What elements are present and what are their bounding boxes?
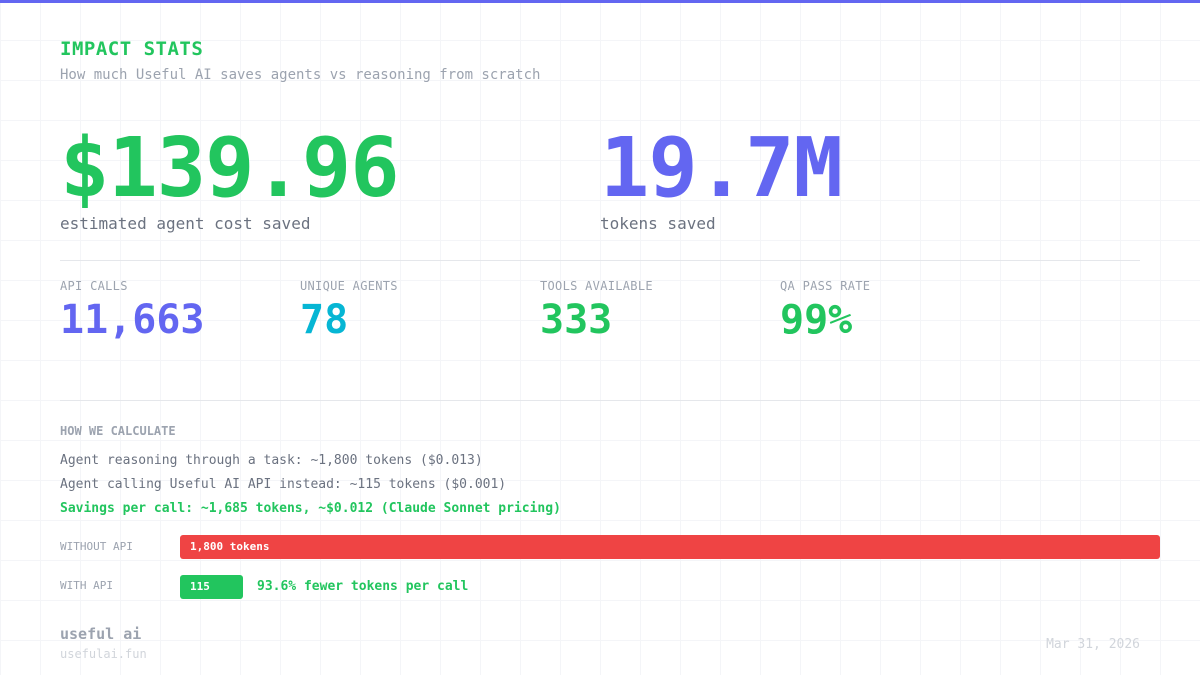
stat-tools-available: TOOLS AVAILABLE 333 <box>540 279 780 343</box>
calculation-line-api: Agent calling Useful AI API instead: ~11… <box>60 477 507 492</box>
divider <box>60 400 1140 401</box>
page-title: IMPACT STATS <box>60 38 204 60</box>
stat-value: 78 <box>300 297 349 343</box>
stat-unique-agents: UNIQUE AGENTS 78 <box>300 279 540 343</box>
divider <box>60 260 1140 261</box>
stat-api-calls: API CALLS 11,663 <box>60 279 300 343</box>
stat-label: UNIQUE AGENTS <box>300 279 398 293</box>
stat-label: API CALLS <box>60 279 128 293</box>
cost-saved-label: estimated agent cost saved <box>60 214 311 233</box>
stat-value: 99% <box>780 297 853 343</box>
impact-stats-card: IMPACT STATS How much Useful AI saves ag… <box>60 0 1160 675</box>
stat-value: 11,663 <box>60 297 205 343</box>
report-date: Mar 31, 2026 <box>1046 637 1140 652</box>
tokens-saved-value: 19.7M <box>600 121 843 216</box>
cost-saved-value: $139.96 <box>60 121 400 216</box>
stat-label: QA PASS RATE <box>780 279 871 293</box>
top-accent-bar <box>0 0 1200 3</box>
tokens-saved-metric: 19.7M tokens saved <box>600 121 843 234</box>
stat-qa-pass-rate: QA PASS RATE 99% <box>780 279 1020 343</box>
calculation-line-savings: Savings per call: ~1,685 tokens, ~$0.012… <box>60 501 561 516</box>
cost-saved-metric: $139.96 estimated agent cost saved <box>60 121 400 234</box>
with-api-bar-value: 115 <box>190 580 210 593</box>
stat-label: TOOLS AVAILABLE <box>540 279 653 293</box>
brand-domain: usefulai.fun <box>60 647 147 661</box>
brand-name: useful ai <box>60 625 142 643</box>
tokens-saved-label: tokens saved <box>600 214 716 233</box>
calculation-heading: HOW WE CALCULATE <box>60 424 176 438</box>
with-api-bar: 115 <box>180 575 243 599</box>
savings-note: 93.6% fewer tokens per call <box>257 579 469 594</box>
with-api-label: WITH API <box>60 579 113 592</box>
page-subtitle: How much Useful AI saves agents vs reaso… <box>60 67 541 83</box>
without-api-label: WITHOUT API <box>60 540 133 553</box>
stat-value: 333 <box>540 297 613 343</box>
without-api-bar: 1,800 tokens <box>180 535 1160 559</box>
without-api-bar-value: 1,800 tokens <box>190 540 270 553</box>
calculation-line-reasoning: Agent reasoning through a task: ~1,800 t… <box>60 453 483 468</box>
